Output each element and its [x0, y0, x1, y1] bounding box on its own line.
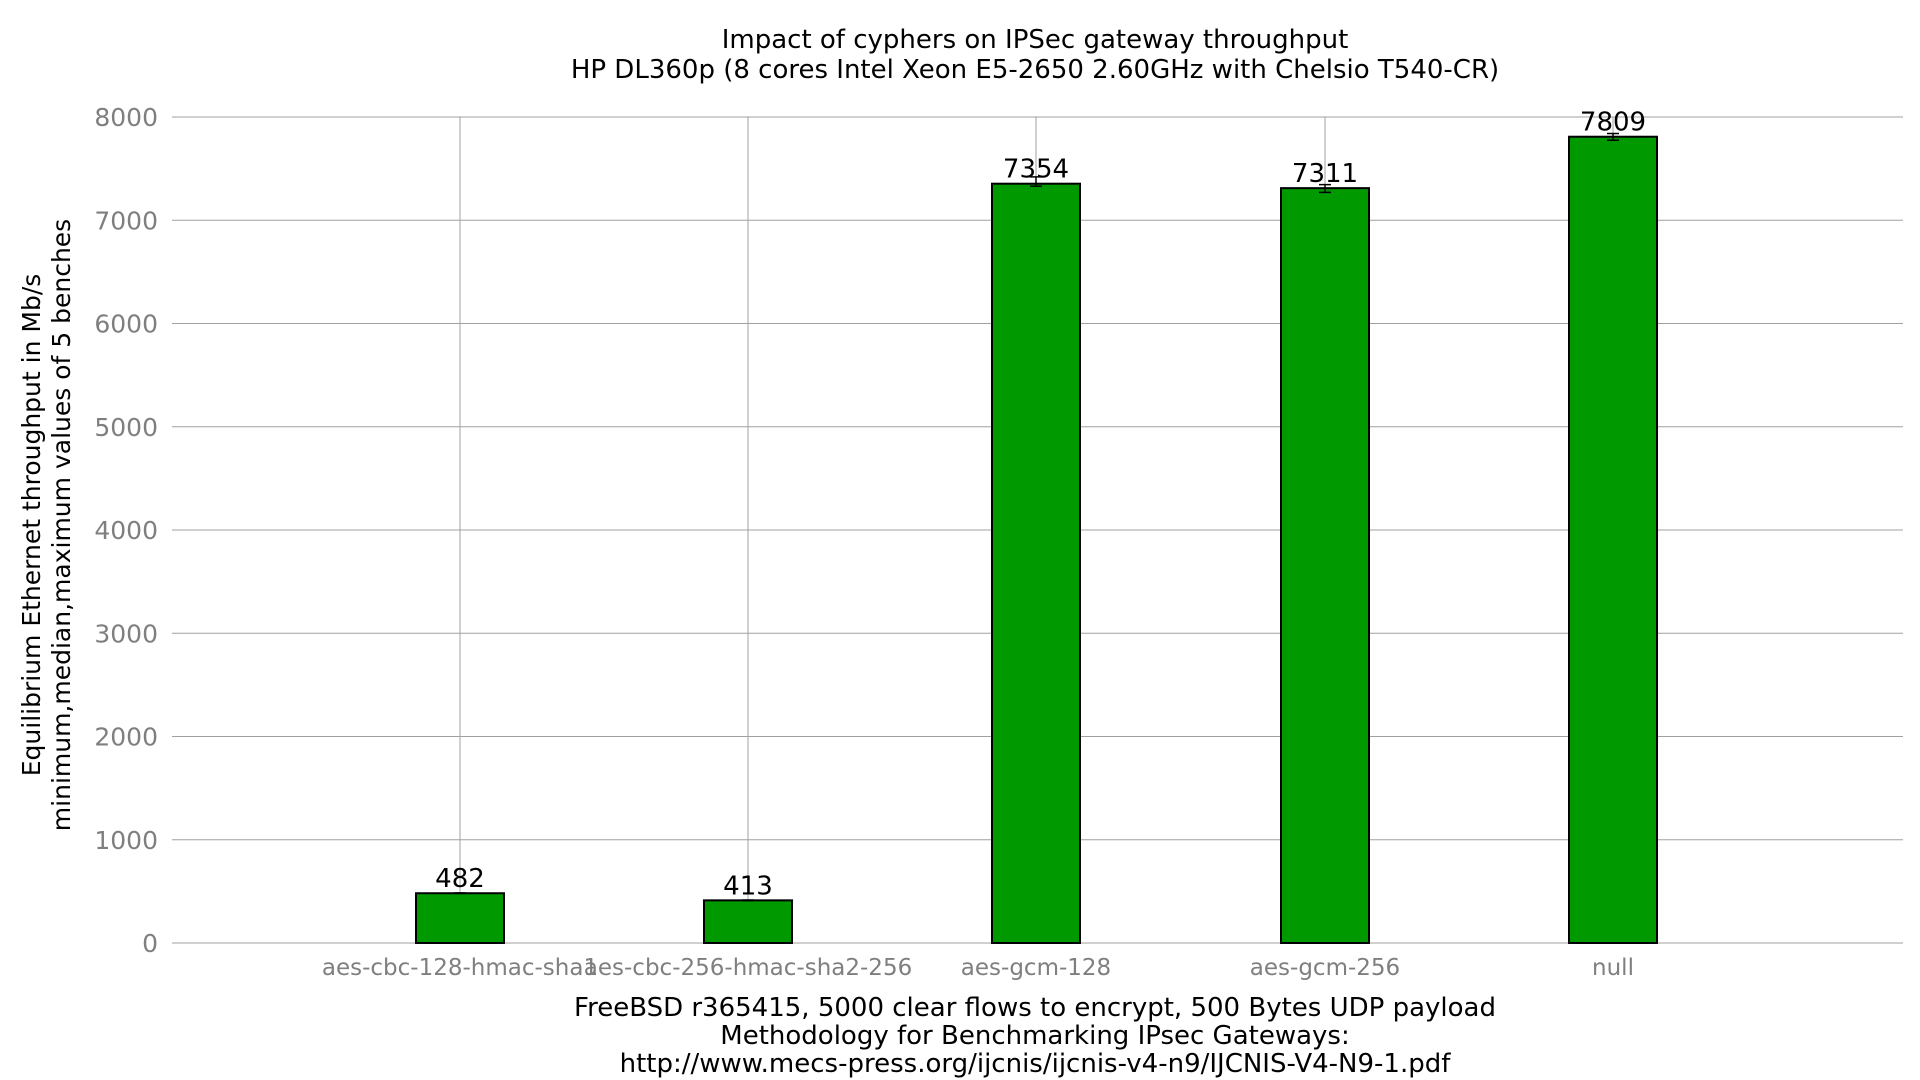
- y-axis-ticks: 0 1000 2000 3000 4000 5000 6000 7000 8000: [94, 103, 158, 958]
- chart-title: Impact of cyphers on IPSec gateway throu…: [571, 25, 1499, 85]
- y-tick-label: 8000: [94, 103, 158, 132]
- error-bars: [454, 132, 1619, 902]
- y-tick-label: 6000: [94, 310, 158, 339]
- x-axis-label-line-2: Methodology for Benchmarking IPsec Gatew…: [720, 1021, 1349, 1051]
- x-tick-label: null: [1592, 955, 1634, 981]
- x-axis-label: FreeBSD r365415, 5000 clear flows to enc…: [574, 993, 1496, 1079]
- error-bar: [454, 892, 466, 895]
- y-tick-label: 2000: [94, 723, 158, 752]
- chart-title-line-2: HP DL360p (8 cores Intel Xeon E5-2650 2.…: [571, 55, 1499, 85]
- error-bar: [1607, 132, 1619, 141]
- y-tick-label: 7000: [94, 206, 158, 235]
- value-label: 7354: [1003, 155, 1069, 185]
- value-label: 413: [723, 871, 773, 901]
- y-axis-label-line-2: minimum,median,maximum values of 5 bench…: [47, 219, 76, 831]
- y-tick-label: 0: [142, 929, 158, 958]
- x-axis-ticks: aes-cbc-128-hmac-sha1aes-cbc-256-hmac-sh…: [322, 955, 1634, 981]
- data-labels: 482 413 7354 7311 7809: [435, 108, 1646, 902]
- y-tick-label: 1000: [94, 826, 158, 855]
- x-tick-label: aes-cbc-256-hmac-sha2-256: [584, 955, 912, 981]
- y-tick-label: 4000: [94, 516, 158, 545]
- x-tick-label: aes-cbc-128-hmac-sha1: [322, 955, 598, 981]
- x-axis-label-line-3: http://www.mecs-press.org/ijcnis/ijcnis-…: [620, 1049, 1452, 1079]
- bar: [415, 892, 505, 945]
- error-bar: [742, 899, 754, 902]
- y-tick-label: 5000: [94, 413, 158, 442]
- x-axis-label-line-1: FreeBSD r365415, 5000 clear flows to enc…: [574, 993, 1496, 1023]
- x-tick-label: aes-gcm-128: [961, 955, 1111, 981]
- y-axis-label-line-1: Equilibrium Ethernet throughput in Mb/s: [17, 274, 46, 777]
- value-label: 7809: [1580, 108, 1646, 138]
- bars: [415, 135, 1658, 945]
- y-tick-label: 3000: [94, 619, 158, 648]
- bar: [703, 899, 793, 944]
- error-bar: [1030, 176, 1042, 187]
- bar: [991, 182, 1081, 944]
- value-label: 482: [435, 864, 485, 894]
- error-bar: [1319, 183, 1331, 194]
- bar: [1280, 187, 1370, 945]
- x-tick-label: aes-gcm-256: [1250, 955, 1400, 981]
- y-axis-label: Equilibrium Ethernet throughput in Mb/s …: [17, 219, 76, 831]
- bar: [1568, 135, 1658, 944]
- value-label: 7311: [1292, 159, 1358, 189]
- chart-title-line-1: Impact of cyphers on IPSec gateway throu…: [722, 25, 1349, 55]
